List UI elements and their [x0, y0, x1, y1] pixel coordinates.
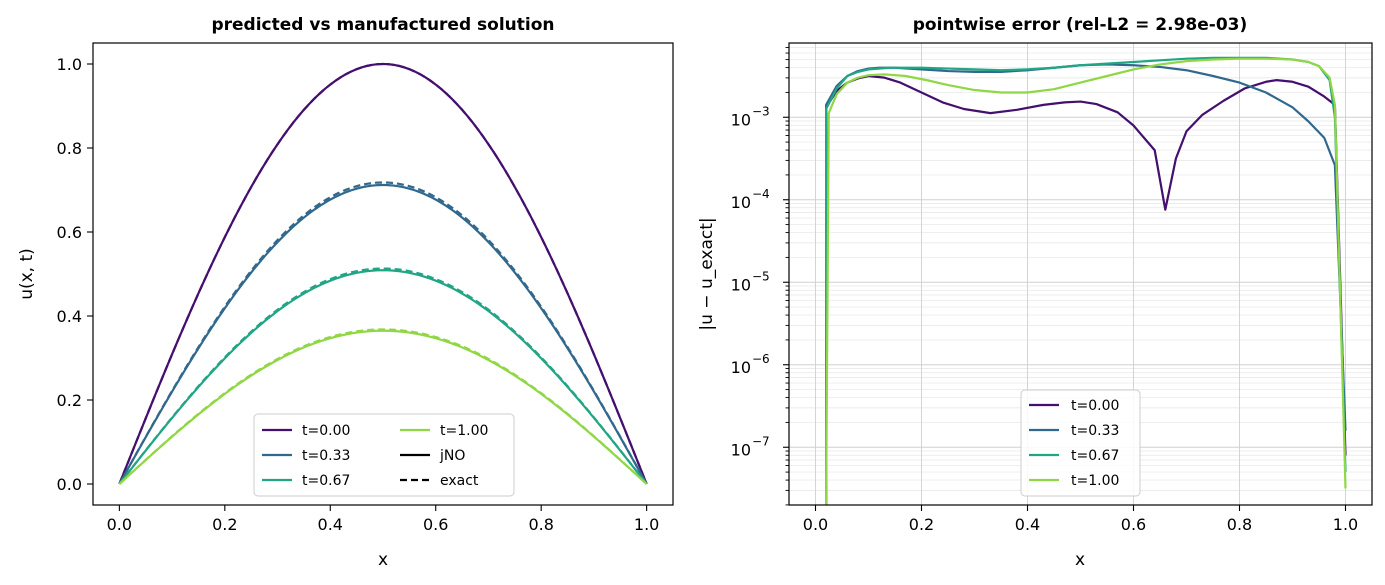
error-plot-frame [788, 42, 1373, 506]
error-legend-box [1020, 389, 1141, 497]
solution-xtick-label: 0.4 [318, 515, 343, 534]
error-legend-label: t=0.67 [1071, 448, 1119, 464]
solution-xtick-label: 0.6 [423, 515, 448, 534]
error-xtick-label: 0.2 [909, 515, 934, 534]
error-ytick-exponent: −3 [752, 104, 770, 118]
solution-xtick-label: 0.2 [212, 515, 237, 534]
error-xlabel: x [1075, 550, 1085, 570]
solution-legend-label: t=0.00 [302, 423, 350, 439]
error-line-3 [825, 57, 1347, 506]
error-ylabel: |u − u_exact| [697, 217, 717, 330]
solution-ticks: 0.0 0.2 0.4 0.6 0.8 1.0 0.0 0.2 0.4 0.6 0.8 1.0 [57, 55, 660, 534]
solution-plot-frame [92, 42, 674, 506]
error-legend-label: t=0.33 [1071, 423, 1119, 439]
solution-xlabel: x [378, 550, 388, 570]
solution-legend-box [253, 413, 515, 497]
error-ytick-exponent: −7 [752, 434, 770, 448]
error-line-0 [825, 74, 1347, 505]
solution-legend-label: t=0.33 [302, 448, 350, 464]
solution-ylabel: u(x, t) [17, 248, 37, 300]
error-title: pointwise error (rel-L2 = 2.98e-03) [913, 15, 1248, 35]
error-ticks: 0.0 0.2 0.4 0.6 0.8 1.010−310−410−510−610−7 [731, 104, 1359, 534]
error-xtick-label: 0.4 [1015, 515, 1040, 534]
error-ytick-base: 10 [731, 440, 751, 459]
error-legend-label: t=0.00 [1071, 398, 1119, 414]
error-ytick-base: 10 [731, 358, 751, 377]
error-xtick-label: 1.0 [1333, 515, 1358, 534]
error-ytick-exponent: −4 [752, 187, 770, 201]
solution-xtick-label: 0.0 [107, 515, 132, 534]
error-legend-label: t=1.00 [1071, 473, 1119, 489]
error-legend: t=0.00 t=0.33 t=0.67 t=1.00 [1020, 389, 1141, 497]
error-xtick-label: 0.6 [1121, 515, 1146, 534]
error-curves [825, 56, 1347, 506]
error-xtick-label: 0.0 [803, 515, 828, 534]
error-ytick-exponent: −6 [752, 352, 770, 366]
solution-panel: predicted vs manufactured solution 0.0 0.… [17, 15, 674, 570]
solution-ytick-label: 0.0 [57, 475, 82, 494]
solution-jno-line-1 [118, 183, 648, 485]
error-xtick-label: 0.8 [1227, 515, 1252, 534]
error-ytick-exponent: −5 [752, 269, 770, 283]
solution-xtick-label: 1.0 [634, 515, 659, 534]
solution-jno-line-0 [118, 62, 648, 485]
solution-curves [118, 62, 648, 485]
solution-jno-line-3 [118, 329, 648, 485]
solution-legend-label: t=1.00 [440, 423, 488, 439]
solution-legend-label: jNO [439, 448, 465, 464]
error-ytick-base: 10 [731, 110, 751, 129]
solution-legend-label: t=0.67 [302, 473, 350, 489]
solution-legend-label: exact [440, 473, 479, 489]
solution-title: predicted vs manufactured solution [211, 15, 554, 35]
error-ytick-base: 10 [731, 275, 751, 294]
solution-ytick-label: 0.2 [57, 391, 82, 410]
solution-xtick-label: 0.8 [528, 515, 553, 534]
error-panel: pointwise error (rel-L2 = 2.98e-03) 0.0 0… [697, 15, 1373, 570]
solution-legend: t=0.00 t=0.33 t=0.67 t=1.00 jNO exact [253, 413, 515, 497]
solution-ytick-label: 0.8 [57, 139, 82, 158]
error-ytick-base: 10 [731, 193, 751, 212]
error-grid [785, 43, 1372, 506]
solution-ytick-label: 1.0 [57, 55, 82, 74]
solution-ytick-label: 0.4 [57, 307, 82, 326]
solution-ytick-label: 0.6 [57, 223, 82, 242]
solution-jno-line-2 [118, 269, 648, 485]
